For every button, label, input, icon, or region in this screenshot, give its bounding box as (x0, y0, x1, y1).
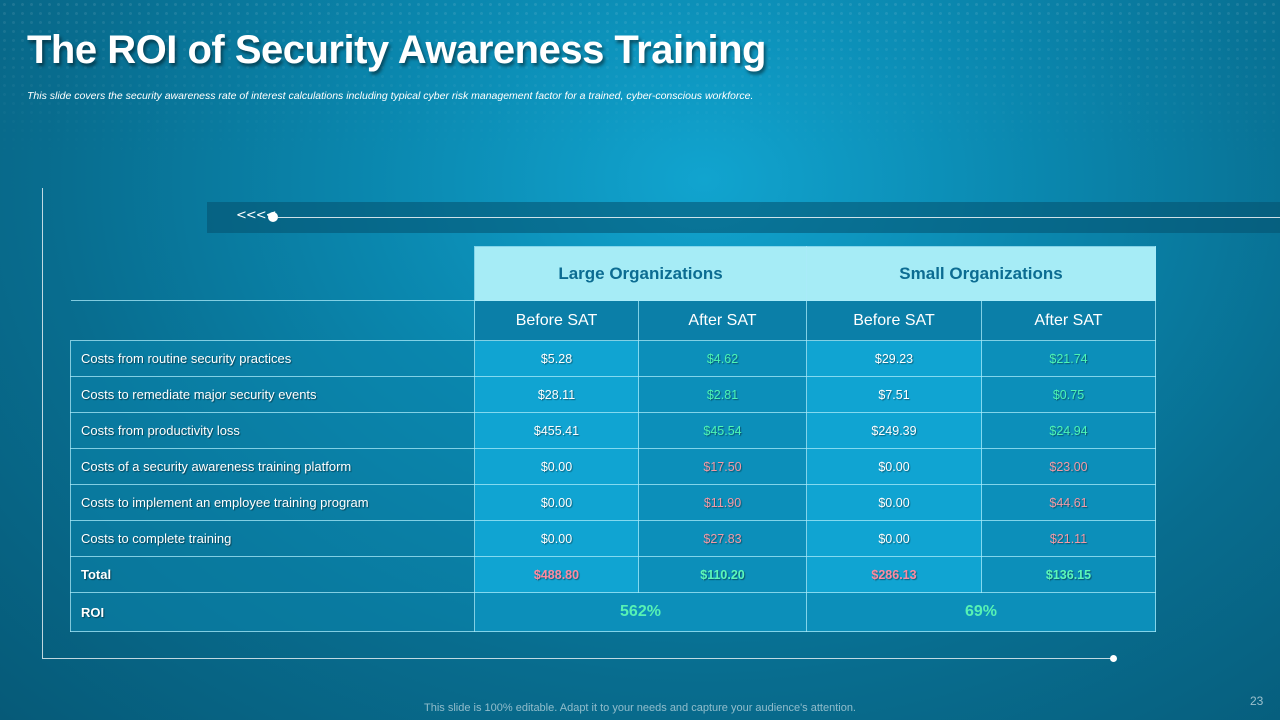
cell-large-before: $0.00 (474, 448, 639, 485)
cell-small-before: $0.00 (806, 520, 982, 557)
group-header-large: Large Organizations (474, 246, 807, 301)
table-row: Costs to complete training $0.00 $27.83 … (70, 520, 1156, 557)
frame-end-dot (1110, 655, 1117, 662)
row-label: Costs to implement an employee training … (70, 484, 475, 521)
cell-small-before: $29.23 (806, 340, 982, 377)
row-label: Costs to complete training (70, 520, 475, 557)
cell-large-after: $27.83 (638, 520, 807, 557)
band-line (278, 217, 1280, 218)
cell-large-before: $455.41 (474, 412, 639, 449)
total-large-after: $110.20 (638, 556, 807, 593)
table-row: Costs to remediate major security events… (70, 376, 1156, 413)
total-small-before: $286.13 (806, 556, 982, 593)
cell-small-after: $23.00 (981, 448, 1156, 485)
cell-small-after: $0.75 (981, 376, 1156, 413)
table-corner (70, 300, 475, 341)
cell-large-after: $2.81 (638, 376, 807, 413)
row-label: Costs from routine security practices (70, 340, 475, 377)
band-dot (268, 212, 278, 222)
subheader-small-before: Before SAT (806, 300, 982, 341)
cell-small-before: $7.51 (806, 376, 982, 413)
total-label: Total (70, 556, 475, 593)
cell-large-after: $45.54 (638, 412, 807, 449)
cell-small-before: $0.00 (806, 484, 982, 521)
group-header-small: Small Organizations (806, 246, 1156, 301)
slide-title: The ROI of Security Awareness Training (27, 28, 767, 72)
cell-large-after: $11.90 (638, 484, 807, 521)
table-row: Costs from routine security practices $5… (70, 340, 1156, 377)
cell-large-after: $4.62 (638, 340, 807, 377)
cell-large-before: $28.11 (474, 376, 639, 413)
roi-label: ROI (70, 592, 475, 632)
table-corner (70, 246, 475, 301)
cell-small-after: $44.61 (981, 484, 1156, 521)
cell-small-after: $21.11 (981, 520, 1156, 557)
total-large-before: $488.80 (474, 556, 639, 593)
subheader-small-after: After SAT (981, 300, 1156, 341)
cell-small-before: $249.39 (806, 412, 982, 449)
cell-large-after: $17.50 (638, 448, 807, 485)
footer-note: This slide is 100% editable. Adapt it to… (424, 702, 856, 714)
slide-subtitle: This slide covers the security awareness… (27, 90, 754, 102)
cell-small-after: $24.94 (981, 412, 1156, 449)
roi-large: 562% (474, 592, 807, 632)
subheader-large-before: Before SAT (474, 300, 639, 341)
total-small-after: $136.15 (981, 556, 1156, 593)
total-row: Total $488.80 $110.20 $286.13 $136.15 (70, 556, 1156, 593)
dot-pattern-background (0, 0, 1280, 160)
cell-large-before: $0.00 (474, 484, 639, 521)
page-number: 23 (1250, 694, 1264, 708)
frame-horizontal-line (42, 658, 1114, 659)
chevron-left-icon: <<<< (236, 208, 277, 223)
cell-large-before: $5.28 (474, 340, 639, 377)
table-row: Costs from productivity loss $455.41 $45… (70, 412, 1156, 449)
subheader-large-after: After SAT (638, 300, 807, 341)
frame-vertical-line (42, 188, 43, 658)
roi-small: 69% (806, 592, 1156, 632)
roi-row: ROI 562% 69% (70, 592, 1156, 632)
row-label: Costs of a security awareness training p… (70, 448, 475, 485)
table-row: Costs of a security awareness training p… (70, 448, 1156, 485)
row-label: Costs from productivity loss (70, 412, 475, 449)
table-row: Costs to implement an employee training … (70, 484, 1156, 521)
row-label: Costs to remediate major security events (70, 376, 475, 413)
roi-table: Large Organizations Small Organizations … (70, 246, 1156, 632)
cell-small-before: $0.00 (806, 448, 982, 485)
cell-small-after: $21.74 (981, 340, 1156, 377)
cell-large-before: $0.00 (474, 520, 639, 557)
